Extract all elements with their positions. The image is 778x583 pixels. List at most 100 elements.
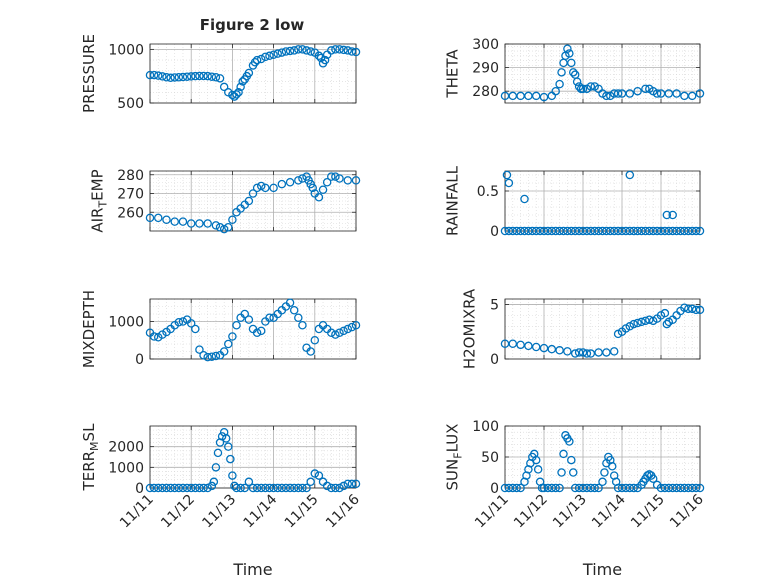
data-point xyxy=(668,210,677,220)
data-point xyxy=(224,442,233,451)
data-point xyxy=(672,89,681,98)
data-point xyxy=(695,89,705,98)
data-point xyxy=(261,483,270,493)
data-point xyxy=(153,71,163,80)
data-point xyxy=(551,86,560,96)
data-point xyxy=(533,465,543,474)
data-point xyxy=(327,172,336,181)
data-point xyxy=(182,483,192,493)
data-point xyxy=(219,82,229,92)
x-tick-label: 11/11 xyxy=(117,492,157,532)
xlabel: Time xyxy=(232,560,272,579)
data-point xyxy=(327,46,336,55)
data-point xyxy=(153,213,163,223)
plot-area xyxy=(505,171,700,231)
data-point xyxy=(641,84,650,94)
data-point xyxy=(578,84,588,94)
data-point xyxy=(524,341,533,351)
data-point xyxy=(252,328,262,337)
data-point xyxy=(244,68,254,78)
subplot-air-temp: 260 270 280 AIRTEMP xyxy=(89,168,361,234)
data-point xyxy=(339,326,348,336)
data-point xyxy=(335,483,344,493)
figure-title: Figure 2 low xyxy=(200,16,305,34)
ylabel-0: PRESSURE xyxy=(80,34,98,113)
data-point xyxy=(335,45,344,54)
data-point xyxy=(256,326,266,336)
data-point xyxy=(306,347,315,356)
data-point xyxy=(602,348,611,357)
data-point xyxy=(178,72,188,82)
data-point xyxy=(149,332,159,341)
data-point xyxy=(269,50,278,59)
data-point xyxy=(207,72,217,81)
data-point xyxy=(162,215,171,224)
data-point xyxy=(567,58,576,68)
y-tick-label: 280 xyxy=(472,84,499,100)
data-point xyxy=(629,483,638,493)
data-point xyxy=(298,320,307,330)
y-tick-label: 500 xyxy=(117,96,144,112)
x-tick-label: 11/15 xyxy=(628,492,668,532)
data-point xyxy=(199,350,208,360)
data-point xyxy=(217,432,227,441)
data-point xyxy=(170,217,179,226)
y-tick-label: 0.5 xyxy=(477,184,499,200)
data-point xyxy=(256,181,266,191)
data-point xyxy=(327,328,336,337)
data-point xyxy=(199,483,208,493)
subplot-rainfall: 0 0.5 RAINFALL xyxy=(444,165,705,240)
data-point xyxy=(289,305,299,315)
data-point xyxy=(186,483,196,493)
data-point xyxy=(269,483,278,493)
y-tick-label: 100 xyxy=(472,419,499,435)
data-point xyxy=(174,73,184,82)
y-tick-label: 0 xyxy=(135,352,144,368)
data-point xyxy=(232,483,241,493)
x-tick-label: 11/12 xyxy=(511,492,551,532)
ylabel-4: MIXDEPTH xyxy=(80,290,98,368)
data-point xyxy=(178,217,188,226)
ylabel-3: RAINFALL xyxy=(444,165,462,236)
data-point xyxy=(310,335,320,345)
data-point xyxy=(331,483,340,493)
plot-area xyxy=(505,44,700,103)
data-point xyxy=(343,324,353,334)
data-point xyxy=(221,434,231,443)
data-point xyxy=(695,305,705,315)
data-point xyxy=(547,344,557,354)
data-point xyxy=(347,479,357,489)
subplot-sun-flux: 0 50 100 11/11 11/12 11/13 11/14 11/15 11/16 SUNF… xyxy=(444,419,707,579)
data-point xyxy=(613,89,623,98)
data-point xyxy=(343,46,353,55)
data-point xyxy=(504,178,514,188)
data-point xyxy=(211,463,221,472)
data-point xyxy=(298,45,307,54)
data-point xyxy=(322,481,332,491)
data-point xyxy=(347,322,357,332)
data-point xyxy=(149,483,159,493)
data-point xyxy=(261,183,270,193)
data-point xyxy=(351,320,361,330)
data-point xyxy=(652,89,662,98)
data-point xyxy=(687,304,697,314)
data-point xyxy=(351,479,361,489)
x-tick-label: 11/14 xyxy=(589,491,629,531)
y-tick-label: 0 xyxy=(490,352,499,368)
data-point xyxy=(236,483,245,493)
data-point xyxy=(145,70,155,80)
data-point xyxy=(625,89,635,98)
data-point xyxy=(215,222,225,232)
data-point xyxy=(598,477,607,487)
data-point xyxy=(285,298,295,307)
data-point xyxy=(203,483,212,493)
data-point xyxy=(633,318,642,328)
data-point xyxy=(248,483,258,493)
data-point xyxy=(213,448,223,458)
ylabel-5: H2OMIXRA xyxy=(461,288,479,369)
data-point xyxy=(633,86,642,96)
y-tick-label: 5 xyxy=(490,297,499,313)
data-point xyxy=(277,483,287,493)
y-tick-label: 300 xyxy=(472,37,499,53)
